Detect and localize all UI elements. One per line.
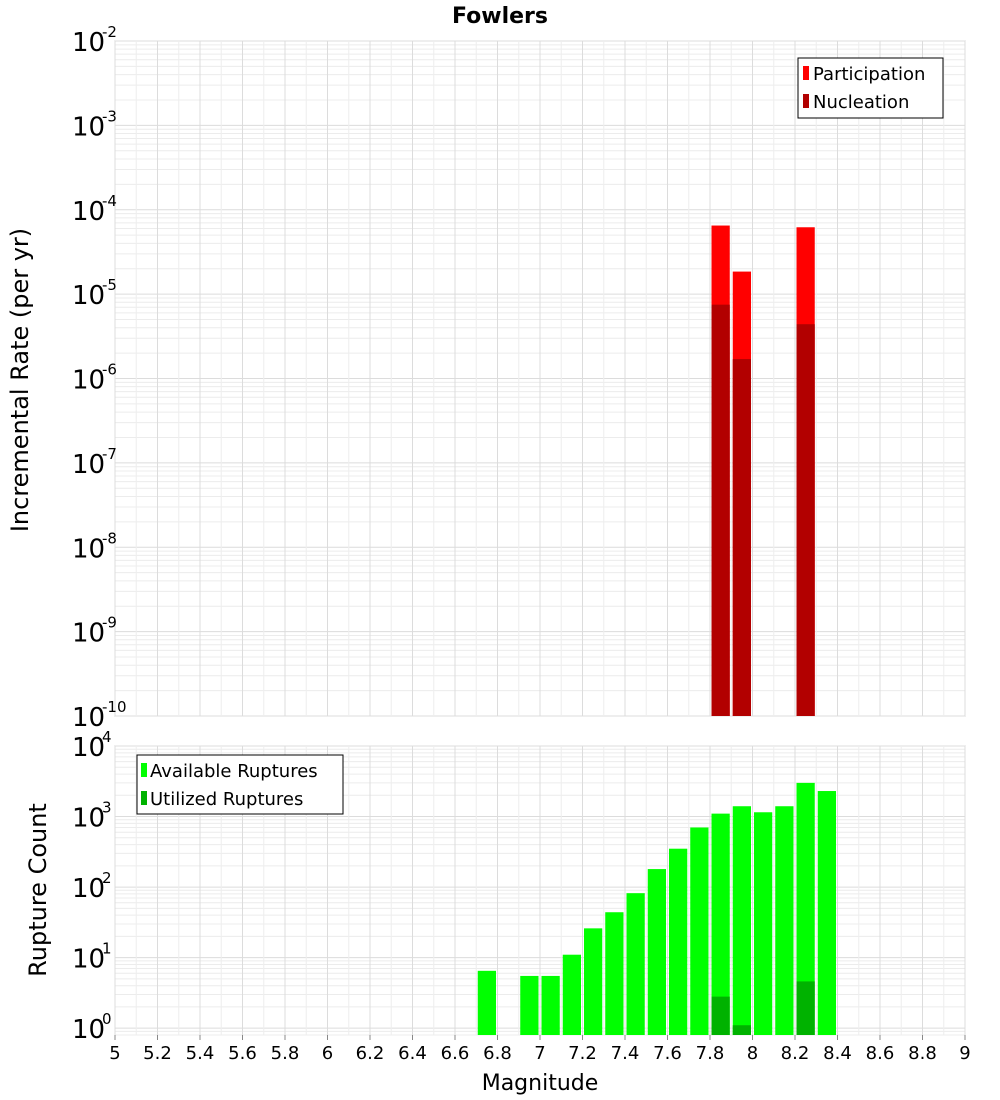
top-ytick-base: 10 (72, 619, 105, 649)
bottom-bar-available-ruptures (562, 954, 581, 1035)
x-tick-label: 7.8 (696, 1043, 725, 1064)
x-tick-label: 5.6 (228, 1043, 257, 1064)
top-ytick-base: 10 (72, 366, 105, 396)
x-tick-label: 7.4 (611, 1043, 640, 1064)
x-tick-label: 5 (109, 1043, 120, 1064)
x-tick-label: 8 (747, 1043, 758, 1064)
x-tick-label: 6.8 (483, 1043, 512, 1064)
bottom-bar-available-ruptures (626, 893, 645, 1035)
bottom-bar-available-ruptures (796, 782, 815, 1035)
x-tick-label: 5.4 (186, 1043, 215, 1064)
top-ytick-base: 10 (72, 28, 105, 58)
top-ytick-base: 10 (72, 534, 105, 564)
bottom-ytick-exponent: 2 (102, 869, 112, 887)
bottom-ytick-exponent: 0 (102, 1010, 112, 1028)
legend-swatch-utilized (141, 791, 147, 805)
x-tick-label: 6.6 (441, 1043, 470, 1064)
top-ytick-exponent: -7 (102, 445, 117, 463)
bottom-ytick-base: 10 (72, 874, 105, 904)
top-grid (114, 40, 966, 717)
legend-label-available: Available Ruptures (150, 761, 318, 782)
bottom-bar-utilized-ruptures (711, 996, 730, 1035)
top-ytick-exponent: -2 (102, 23, 117, 41)
bottom-bar-available-ruptures (541, 975, 560, 1035)
top-ytick-exponent: -3 (102, 107, 117, 125)
x-tick-label: 7.6 (653, 1043, 682, 1064)
x-axis-label: Magnitude (482, 1071, 599, 1096)
top-ytick-exponent: -9 (102, 614, 117, 632)
legend-swatch-nucleation (803, 94, 809, 108)
x-tick-label: 8.8 (908, 1043, 937, 1064)
top-bars (711, 225, 815, 716)
legend-label-participation: Participation (813, 64, 925, 85)
top-ytick-base: 10 (72, 281, 105, 311)
x-tick-label: 5.2 (143, 1043, 172, 1064)
bottom-ytick-exponent: 3 (102, 799, 112, 817)
bottom-bar-utilized-ruptures (732, 1025, 751, 1035)
legend-swatch-participation (803, 66, 809, 80)
bottom-bar-available-ruptures (584, 928, 603, 1035)
top-ytick-exponent: -8 (102, 529, 117, 547)
top-bar-nucleation (732, 359, 751, 716)
bottom-bar-available-ruptures (775, 806, 794, 1035)
x-ticks: 5 5.2 5.4 5.6 5.8 6 6.2 6.4 6.6 6.8 7 7.2 7.4 7.6 7.8 8… (109, 1035, 971, 1064)
bottom-ytick-base: 10 (72, 945, 105, 975)
top-ytick-base: 10 (72, 112, 105, 142)
top-ytick-base: 10 (72, 197, 105, 227)
legend-label-nucleation: Nucleation (813, 92, 909, 113)
bottom-bar-available-ruptures (520, 975, 539, 1035)
bottom-ytick-base: 10 (72, 733, 105, 763)
x-tick-label: 8.4 (823, 1043, 852, 1064)
x-tick-label: 8.6 (866, 1043, 895, 1064)
bottom-ytick-exponent: 4 (102, 728, 112, 746)
bottom-bar-available-ruptures (754, 812, 773, 1035)
bottom-ytick-base: 10 (72, 1015, 105, 1045)
bottom-bar-available-ruptures (605, 912, 624, 1035)
top-ytick-exponent: -10 (102, 698, 127, 716)
bottom-bar-available-ruptures (669, 848, 688, 1035)
top-ytick-exponent: -4 (102, 192, 117, 210)
legend-label-utilized: Utilized Ruptures (150, 789, 303, 810)
top-ytick-exponent: -6 (102, 361, 117, 379)
x-tick-label: 8.2 (781, 1043, 810, 1064)
x-tick-label: 6.2 (356, 1043, 385, 1064)
top-legend-box (797, 57, 944, 119)
top-ytick-exponent: -5 (102, 276, 117, 294)
bottom-y-axis-label: Rupture Count (24, 803, 52, 977)
x-tick-label: 7 (534, 1043, 545, 1064)
x-tick-label: 6.4 (398, 1043, 427, 1064)
x-tick-label: 7.2 (568, 1043, 597, 1064)
top-ytick-base: 10 (72, 703, 105, 733)
bottom-bar-available-ruptures (647, 869, 666, 1035)
bottom-ytick-exponent: 1 (102, 940, 112, 958)
top-ytick-base: 10 (72, 450, 105, 480)
x-tick-label: 6 (322, 1043, 333, 1064)
bottom-bar-available-ruptures (732, 806, 751, 1035)
top-bar-nucleation (796, 324, 815, 716)
bottom-legend: Available Ruptures Utilized Ruptures (136, 754, 344, 815)
bottom-bar-available-ruptures (711, 813, 730, 1035)
bottom-bar-utilized-ruptures (796, 981, 815, 1035)
bottom-ytick-base: 10 (72, 804, 105, 834)
bottom-legend-box (136, 754, 344, 815)
bottom-bar-available-ruptures (477, 970, 496, 1035)
top-y-axis-label: Incremental Rate (per yr) (6, 228, 34, 532)
bottom-bars (477, 782, 836, 1035)
x-tick-label: 9 (959, 1043, 970, 1064)
legend-swatch-available (141, 763, 147, 777)
top-bar-nucleation (711, 304, 730, 716)
bottom-bar-available-ruptures (690, 827, 709, 1035)
bottom-bar-available-ruptures (817, 791, 836, 1035)
x-tick-label: 5.8 (271, 1043, 300, 1064)
chart-title: Fowlers (452, 4, 548, 29)
top-legend: Participation Nucleation (797, 57, 944, 119)
